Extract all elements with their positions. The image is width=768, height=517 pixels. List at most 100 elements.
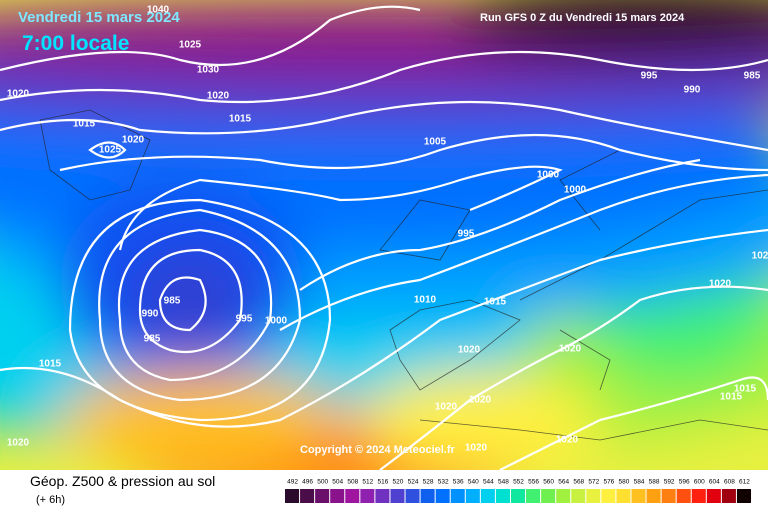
legend-tick-label: 508 (347, 479, 358, 486)
legend-tick-label: 584 (634, 479, 645, 486)
legend-tick-label: 516 (377, 479, 388, 486)
legend-swatch (330, 489, 345, 503)
legend-tick-label: 520 (393, 479, 404, 486)
legend-swatch (736, 489, 751, 503)
isobar-label: 990 (142, 309, 159, 320)
legend-swatch (541, 489, 556, 503)
legend-tick-label: 500 (317, 479, 328, 486)
isobars (0, 5, 768, 470)
legend-tick-label: 612 (739, 479, 750, 486)
legend-tick-label: 496 (302, 479, 313, 486)
isobar-label: 1020 (559, 344, 582, 355)
legend-tick-label: 512 (362, 479, 373, 486)
legend-tick-label: 492 (287, 479, 298, 486)
isobar-label: 1040 (147, 5, 170, 16)
map-time: 7:00 locale (22, 32, 129, 55)
isobar-label: 995 (236, 314, 253, 325)
legend-swatch (480, 489, 495, 503)
isobar-label: 1000 (564, 185, 587, 196)
legend-swatch (300, 489, 315, 503)
legend-swatch (360, 489, 375, 503)
footer-title: Géop. Z500 & pression au sol (30, 473, 215, 489)
isobar-label: 1020 (122, 135, 145, 146)
legend-tick-label: 504 (332, 479, 343, 486)
legend-swatch (601, 489, 616, 503)
legend-swatch (390, 489, 405, 503)
legend-tick-label: 528 (423, 479, 434, 486)
copyright: Copyright © 2024 Meteociel.fr (300, 444, 456, 456)
legend-tick-label: 596 (679, 479, 690, 486)
isobar-label: 1015 (720, 392, 743, 403)
legend-tick-label: 568 (573, 479, 584, 486)
isobar-label: 1020 (7, 89, 30, 100)
legend-swatch (510, 489, 526, 503)
isobar-label: 1020 (709, 279, 732, 290)
isobar-label: 1020 (556, 435, 579, 446)
legend-swatch (375, 489, 390, 503)
map-date: Vendredi 15 mars 2024 (18, 9, 180, 26)
isobar-label: 1000 (537, 170, 560, 181)
legend-tick-label: 604 (709, 479, 720, 486)
isobar-label: 1020 (458, 345, 481, 356)
legend-swatch (345, 489, 360, 503)
legend-tick-label: 580 (619, 479, 630, 486)
legend-swatch (556, 489, 571, 503)
legend-swatch (646, 489, 661, 503)
legend-tick-label: 552 (513, 479, 524, 486)
legend-tick-label: 544 (483, 479, 494, 486)
color-legend: 492 496 500 504 508 512 516 520 524 528 532 536 540 5… (285, 479, 751, 503)
footer-subtitle: (+ 6h) (36, 494, 65, 506)
legend-swatch (706, 489, 721, 503)
legend-tick-label: 564 (558, 479, 569, 486)
legend-tick-label: 572 (588, 479, 599, 486)
isobar-label: 1020 (207, 91, 230, 102)
legend-swatch (405, 489, 420, 503)
legend-swatch (571, 489, 586, 503)
run-info: Run GFS 0 Z du Vendredi 15 mars 2024 (480, 12, 685, 24)
isobar-label: 1020 (7, 438, 30, 449)
isobar-label: 1015 (484, 297, 507, 308)
isobar-label: 995 (458, 229, 475, 240)
isobar-label: 1015 (734, 384, 757, 395)
legend-tick-label: 556 (528, 479, 539, 486)
isobar-label: 1015 (39, 359, 62, 370)
legend-tick-label: 560 (543, 479, 554, 486)
legend-swatch (495, 489, 510, 503)
legend-tick-label: 588 (649, 479, 660, 486)
legend-tick-label: 548 (498, 479, 509, 486)
isobar-label: 985 (164, 296, 181, 307)
legend-swatch (315, 489, 330, 503)
isobar-label: 995 (641, 71, 658, 82)
isobar-label: 1030 (197, 65, 220, 76)
isobar-label: 1025 (99, 145, 122, 156)
legend-swatch (420, 489, 435, 503)
legend-tick-label: 608 (724, 479, 735, 486)
isobar-label: 985 (744, 71, 761, 82)
isobar-label: 102 (752, 251, 768, 262)
legend-swatch (631, 489, 646, 503)
legend-swatch (435, 489, 450, 503)
legend-swatch (721, 489, 736, 503)
legend-tick-label: 536 (453, 479, 464, 486)
legend-swatch (526, 489, 541, 503)
legend-tick-label: 532 (438, 479, 449, 486)
isobar-label: 1025 (179, 40, 202, 51)
isobar-label: 1015 (73, 119, 96, 130)
legend-swatch (450, 489, 465, 503)
legend-tick-label: 600 (694, 479, 705, 486)
isobar-label: 1015 (229, 114, 252, 125)
legend-swatch (691, 489, 706, 503)
legend-swatch (586, 489, 601, 503)
isobar-label: 985 (144, 334, 161, 345)
legend-swatch (676, 489, 691, 503)
legend-tick-label: 524 (408, 479, 419, 486)
legend-swatch (465, 489, 480, 503)
legend-swatch (661, 489, 676, 503)
legend-swatch (616, 489, 631, 503)
isobar-label: 1010 (414, 295, 437, 306)
isobar-label: 990 (684, 85, 701, 96)
legend-tick-label: 592 (664, 479, 675, 486)
